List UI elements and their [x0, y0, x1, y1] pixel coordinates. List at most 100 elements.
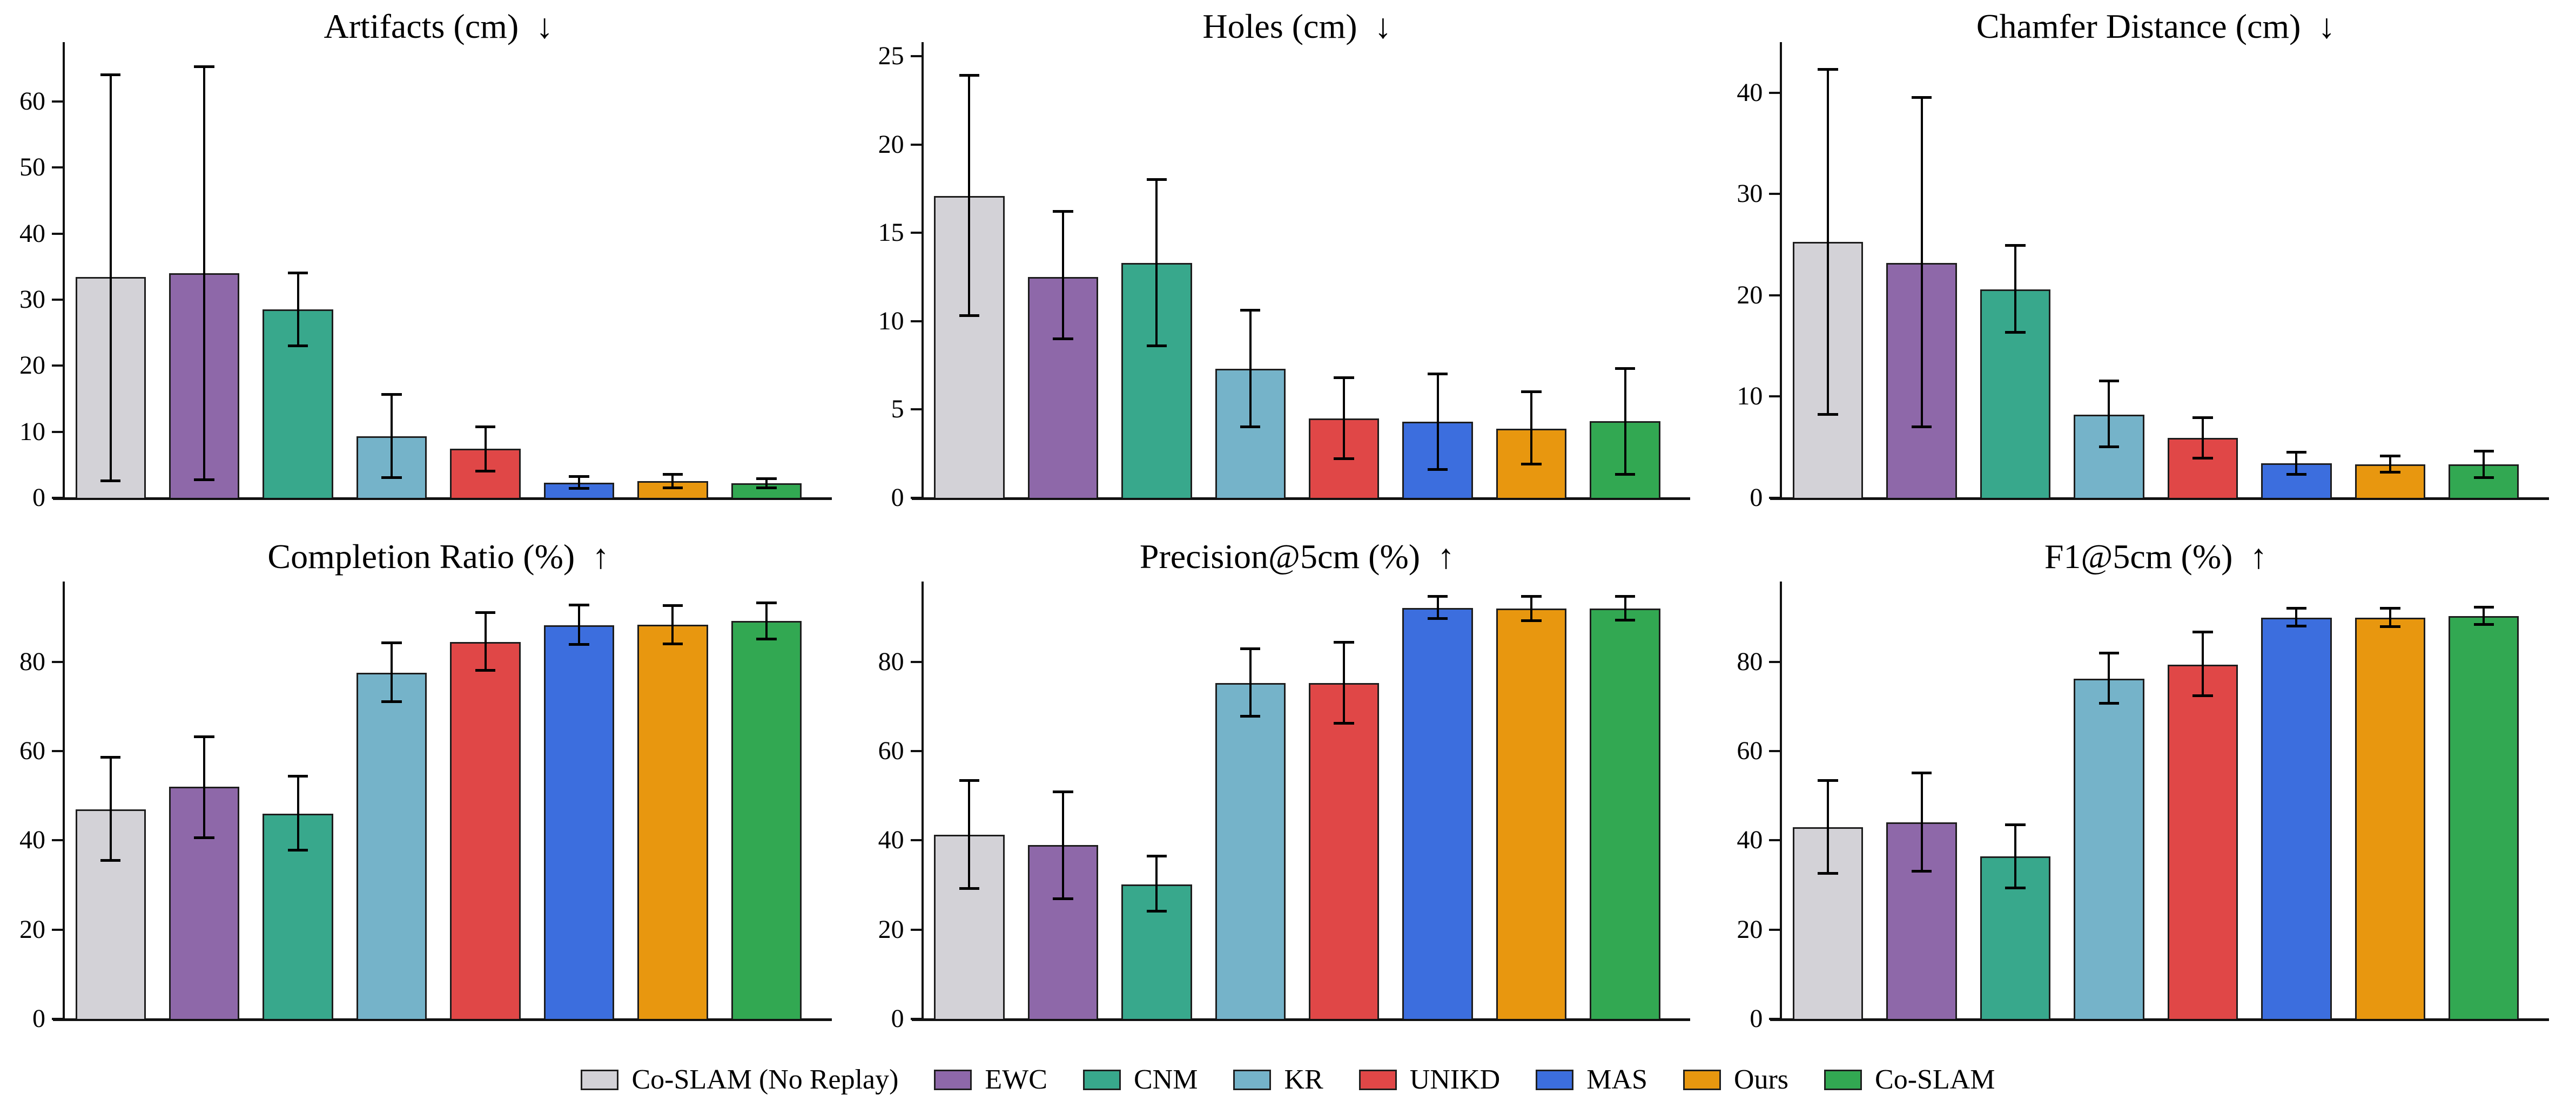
error-cap-top-mas: [2286, 607, 2307, 610]
bar-mas: [2261, 617, 2332, 1019]
error-cap-bottom-cnm: [1146, 909, 1167, 913]
error-cap-bottom-co-slam-no-replay: [959, 314, 980, 317]
y-tick-mark: [910, 232, 923, 234]
legend-swatch-kr: [1233, 1070, 1272, 1090]
chart-cell-completion-ratio: Completion Ratio (%) ↑ 0 20 40 60 80: [0, 535, 859, 1045]
error-cap-top-mas: [569, 603, 589, 606]
error-bar-co-slam: [765, 478, 768, 488]
chart-cell-precision-5cm: Precision@5cm (%) ↑ 0 20 40 60 80: [859, 535, 1718, 1045]
plot-area: 0 20 40 60 80: [878, 582, 1691, 1032]
y-tick-mark: [1769, 839, 1781, 842]
error-cap-bottom-co-slam-no-replay: [100, 479, 121, 483]
error-cap-top-cnm: [2005, 823, 2026, 827]
y-tick-label: 30: [1737, 179, 1763, 208]
error-cap-top-ewc: [1053, 210, 1073, 213]
error-cap-top-unikd: [2192, 631, 2213, 634]
error-cap-top-unikd: [475, 611, 496, 614]
error-cap-top-co-slam-no-replay: [959, 74, 980, 77]
legend-label-co-slam: Co-SLAM: [1875, 1064, 1995, 1095]
y-axis-spine: [63, 582, 65, 1019]
x-axis-line: [53, 1018, 832, 1021]
legend-swatch-ewc: [934, 1070, 972, 1090]
bar-co-slam: [731, 620, 802, 1019]
y-tick-label: 0: [32, 483, 45, 512]
error-bar-co-slam: [765, 603, 768, 640]
error-cap-top-mas: [1427, 595, 1448, 598]
error-cap-bottom-ours: [1521, 462, 1542, 465]
error-cap-top-cnm: [2005, 244, 2026, 247]
chart-title-f1-5cm: F1@5cm (%) ↑: [2044, 537, 2268, 576]
error-cap-top-co-slam: [2473, 605, 2494, 609]
error-cap-top-co-slam: [1615, 595, 1636, 598]
y-tick-label: 80: [1737, 647, 1763, 676]
y-tick-label: 80: [878, 647, 904, 676]
y-tick-label: 0: [32, 1004, 45, 1033]
y-tick-label: 40: [1737, 78, 1763, 107]
y-axis-spine: [921, 42, 924, 498]
error-cap-top-mas: [1427, 373, 1448, 376]
error-cap-bottom-co-slam-no-replay: [1818, 413, 1838, 416]
error-cap-bottom-ours: [2380, 471, 2400, 474]
y-tick-mark: [1769, 395, 1781, 398]
bar-unikd: [450, 641, 521, 1019]
error-cap-top-kr: [1240, 647, 1261, 650]
error-cap-top-co-slam: [756, 601, 777, 604]
error-cap-bottom-kr: [1240, 425, 1261, 429]
error-bar-ewc: [203, 67, 206, 480]
error-bar-co-slam-no-replay: [968, 780, 971, 889]
error-cap-bottom-unikd: [475, 470, 496, 473]
bar-co-slam: [2449, 616, 2519, 1019]
error-cap-bottom-co-slam: [756, 638, 777, 641]
y-tick-mark: [1769, 294, 1781, 296]
legend: Co-SLAM (No Replay) EWC CNM KR UNIKD MAS Ours C…: [0, 1045, 2576, 1115]
bar-unikd: [2167, 664, 2238, 1019]
error-bar-co-slam-no-replay: [109, 758, 112, 861]
y-tick-label: 20: [19, 915, 45, 944]
error-cap-bottom-mas: [2286, 472, 2307, 476]
chart-title-artifacts: Artifacts (cm) ↓: [324, 7, 554, 45]
error-cap-bottom-ewc: [1053, 337, 1073, 340]
plot-area: 0 20 40 60 80: [1737, 582, 2549, 1032]
y-tick-label: 10: [19, 417, 45, 446]
error-cap-top-ours: [2380, 607, 2400, 610]
error-cap-top-ewc: [1911, 771, 1932, 774]
x-axis-line: [911, 1018, 1691, 1021]
error-bar-cnm: [2014, 825, 2016, 888]
error-cap-bottom-ewc: [1911, 870, 1932, 873]
error-bar-ewc: [1061, 792, 1064, 899]
charts-grid: Artifacts (cm) ↓ 0 10 20 30 40 50 60 Holes (cm…: [0, 0, 2549, 1045]
error-bar-cnm: [1155, 856, 1158, 911]
y-axis-spine: [63, 42, 65, 498]
y-tick-label: 40: [19, 826, 45, 855]
chart-cell-artifacts: Artifacts (cm) ↓ 0 10 20 30 40 50 60: [0, 0, 859, 535]
error-cap-bottom-cnm: [2005, 886, 2026, 889]
error-bar-kr: [391, 395, 393, 478]
legend-label-kr: KR: [1284, 1064, 1323, 1095]
y-axis-spine: [921, 582, 924, 1019]
y-tick-label: 20: [19, 351, 45, 380]
y-tick-mark: [52, 299, 64, 301]
error-cap-top-unikd: [2192, 416, 2213, 419]
chart-title-chamfer-distance: Chamfer Distance (cm) ↓: [1976, 7, 2336, 45]
y-tick-mark: [52, 1018, 64, 1020]
y-tick-mark: [910, 497, 923, 499]
error-cap-top-co-slam-no-replay: [1818, 779, 1838, 782]
error-bar-co-slam-no-replay: [1827, 781, 1830, 874]
y-tick-label: 15: [878, 218, 904, 247]
error-cap-bottom-ours: [1521, 619, 1542, 622]
y-tick-label: 0: [891, 1004, 904, 1033]
y-tick-mark: [1769, 193, 1781, 195]
error-cap-bottom-unikd: [1334, 721, 1354, 725]
bar-unikd: [1309, 683, 1380, 1019]
error-bar-unikd: [2201, 632, 2204, 696]
y-tick-mark: [910, 55, 923, 58]
error-bar-kr: [391, 643, 393, 702]
error-bar-ours: [2389, 609, 2391, 627]
error-bar-mas: [578, 605, 580, 645]
legend-item-unikd: UNIKD: [1358, 1066, 1500, 1094]
legend-item-mas: MAS: [1536, 1066, 1647, 1094]
error-cap-top-ours: [2380, 455, 2400, 458]
error-cap-top-kr: [2099, 652, 2120, 655]
error-bar-kr: [2108, 381, 2110, 448]
